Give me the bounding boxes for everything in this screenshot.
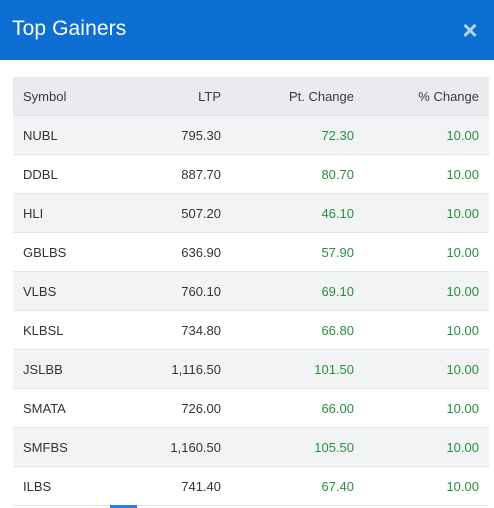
ltp-cell: 636.90: [133, 232, 221, 272]
symbol-cell[interactable]: GBLBS: [13, 232, 133, 272]
column-header-symbol[interactable]: Symbol: [13, 77, 133, 116]
gainers-table-container: Symbol LTP Pt. Change % Change NUBL 795.…: [13, 77, 489, 506]
table-row[interactable]: SMATA 726.00 66.00 10.00: [13, 388, 489, 428]
table-row[interactable]: GBLBS 636.90 57.90 10.00: [13, 232, 489, 272]
ltp-cell: 507.20: [133, 193, 221, 233]
table-row[interactable]: SMFBS 1,160.50 105.50 10.00: [13, 427, 489, 467]
ltp-cell: 741.40: [133, 466, 221, 506]
symbol-cell[interactable]: DDBL: [13, 154, 133, 194]
symbol-cell[interactable]: VLBS: [13, 271, 133, 311]
pct-change-cell: 10.00: [354, 271, 489, 311]
modal-header: Top Gainers ×: [0, 0, 494, 60]
pt-change-cell: 46.10: [221, 193, 354, 233]
pct-change-cell: 10.00: [354, 349, 489, 389]
ltp-cell: 795.30: [133, 115, 221, 155]
scroll-indicator[interactable]: [110, 505, 137, 508]
pt-change-cell: 66.80: [221, 310, 354, 350]
pct-change-cell: 10.00: [354, 193, 489, 233]
symbol-cell[interactable]: NUBL: [13, 115, 133, 155]
pct-change-cell: 10.00: [354, 427, 489, 467]
ltp-cell: 1,116.50: [133, 349, 221, 389]
table-row[interactable]: DDBL 887.70 80.70 10.00: [13, 154, 489, 194]
table-row[interactable]: NUBL 795.30 72.30 10.00: [13, 115, 489, 155]
pct-change-cell: 10.00: [354, 310, 489, 350]
column-header-ltp[interactable]: LTP: [133, 77, 221, 116]
pt-change-cell: 80.70: [221, 154, 354, 194]
ltp-cell: 887.70: [133, 154, 221, 194]
pt-change-cell: 66.00: [221, 388, 354, 428]
modal-title: Top Gainers: [12, 17, 127, 40]
column-header-pct-change[interactable]: % Change: [354, 77, 489, 116]
table-header-row: Symbol LTP Pt. Change % Change: [13, 77, 489, 116]
pt-change-cell: 72.30: [221, 115, 354, 155]
ltp-cell: 726.00: [133, 388, 221, 428]
symbol-cell[interactable]: SMFBS: [13, 427, 133, 467]
table-row[interactable]: KLBSL 734.80 66.80 10.00: [13, 310, 489, 350]
table-row[interactable]: JSLBB 1,116.50 101.50 10.00: [13, 349, 489, 389]
pct-change-cell: 10.00: [354, 232, 489, 272]
pct-change-cell: 10.00: [354, 466, 489, 506]
symbol-cell[interactable]: HLI: [13, 193, 133, 233]
symbol-cell[interactable]: SMATA: [13, 388, 133, 428]
pt-change-cell: 69.10: [221, 271, 354, 311]
pct-change-cell: 10.00: [354, 388, 489, 428]
symbol-cell[interactable]: JSLBB: [13, 349, 133, 389]
ltp-cell: 760.10: [133, 271, 221, 311]
table-row[interactable]: HLI 507.20 46.10 10.00: [13, 193, 489, 233]
table-row[interactable]: ILBS 741.40 67.40 10.00: [13, 466, 489, 506]
close-icon[interactable]: ×: [462, 15, 478, 45]
table-row[interactable]: VLBS 760.10 69.10 10.00: [13, 271, 489, 311]
ltp-cell: 1,160.50: [133, 427, 221, 467]
gainers-table: Symbol LTP Pt. Change % Change NUBL 795.…: [13, 77, 489, 506]
pct-change-cell: 10.00: [354, 154, 489, 194]
pct-change-cell: 10.00: [354, 115, 489, 155]
column-header-pt-change[interactable]: Pt. Change: [221, 77, 354, 116]
pt-change-cell: 105.50: [221, 427, 354, 467]
ltp-cell: 734.80: [133, 310, 221, 350]
symbol-cell[interactable]: ILBS: [13, 466, 133, 506]
symbol-cell[interactable]: KLBSL: [13, 310, 133, 350]
pt-change-cell: 67.40: [221, 466, 354, 506]
pt-change-cell: 101.50: [221, 349, 354, 389]
pt-change-cell: 57.90: [221, 232, 354, 272]
